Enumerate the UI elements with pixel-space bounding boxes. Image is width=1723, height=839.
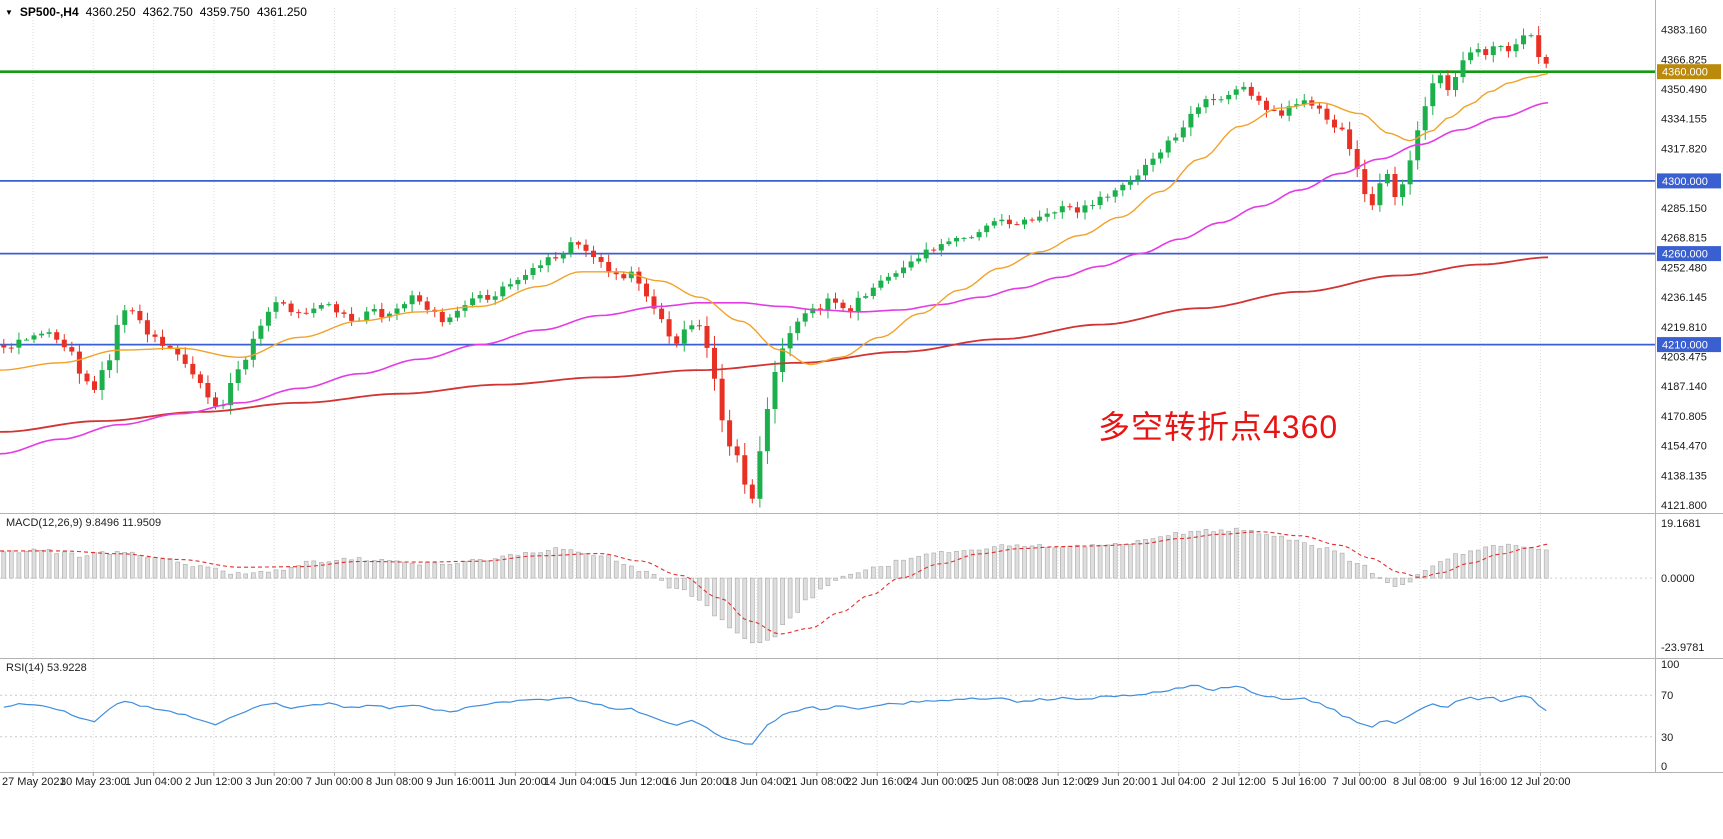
quote-open: 4360.250	[85, 5, 136, 19]
svg-text:4236.145: 4236.145	[1661, 292, 1707, 304]
chart-header: ▼ SP500-,H4 4360.250 4362.750 4359.750 4…	[5, 5, 307, 19]
quote-close: 4361.250	[256, 5, 307, 19]
svg-text:4317.820: 4317.820	[1661, 143, 1707, 155]
svg-text:3 Jun 20:00: 3 Jun 20:00	[245, 776, 303, 788]
rsi-line	[3, 684, 1547, 745]
price-tag: 4260.000	[1657, 246, 1721, 262]
svg-text:4210.000: 4210.000	[1662, 340, 1708, 352]
quote-high: 4362.750	[142, 5, 193, 19]
svg-text:4187.140: 4187.140	[1661, 381, 1707, 393]
svg-text:16 Jun 20:00: 16 Jun 20:00	[664, 776, 728, 788]
svg-text:9 Jul 16:00: 9 Jul 16:00	[1453, 776, 1507, 788]
svg-text:4334.155: 4334.155	[1661, 114, 1707, 126]
svg-text:4260.000: 4260.000	[1662, 249, 1708, 261]
svg-text:8 Jun 08:00: 8 Jun 08:00	[366, 776, 424, 788]
svg-text:4366.825: 4366.825	[1661, 54, 1707, 66]
svg-text:4138.135: 4138.135	[1661, 470, 1707, 482]
svg-text:19.1681: 19.1681	[1661, 518, 1701, 530]
svg-text:25 Jun 08:00: 25 Jun 08:00	[966, 776, 1030, 788]
chart-annotation: 多空转折点4360	[1098, 409, 1339, 445]
ma-slow-line	[0, 256, 1549, 433]
svg-text:5 Jul 16:00: 5 Jul 16:00	[1272, 776, 1326, 788]
svg-text:14 Jun 04:00: 14 Jun 04:00	[544, 776, 608, 788]
svg-text:1 Jun 04:00: 1 Jun 04:00	[125, 776, 183, 788]
macd-histogram	[1, 527, 1549, 644]
svg-text:70: 70	[1661, 690, 1673, 702]
grid-lines	[32, 8, 1541, 771]
svg-text:0: 0	[1661, 761, 1667, 773]
svg-text:4252.480: 4252.480	[1661, 262, 1707, 274]
symbol-dropdown-icon[interactable]: ▼	[5, 7, 13, 17]
ma-mid-line	[0, 101, 1549, 455]
svg-text:2 Jul 12:00: 2 Jul 12:00	[1212, 776, 1266, 788]
quote-low: 4359.750	[199, 5, 250, 19]
svg-text:22 Jun 16:00: 22 Jun 16:00	[845, 776, 909, 788]
svg-text:28 Jun 12:00: 28 Jun 12:00	[1026, 776, 1090, 788]
svg-text:7 Jun 00:00: 7 Jun 00:00	[306, 776, 364, 788]
svg-text:21 Jun 08:00: 21 Jun 08:00	[785, 776, 849, 788]
svg-text:29 Jun 20:00: 29 Jun 20:00	[1087, 776, 1151, 788]
svg-text:27 May 2021: 27 May 2021	[2, 776, 66, 788]
svg-text:24 Jun 00:00: 24 Jun 00:00	[906, 776, 970, 788]
svg-text:4121.800: 4121.800	[1661, 500, 1707, 512]
candlestick-series	[1, 26, 1549, 508]
svg-text:7 Jul 00:00: 7 Jul 00:00	[1333, 776, 1387, 788]
symbol-title: SP500-,H4	[19, 5, 79, 19]
svg-text:4268.815: 4268.815	[1661, 233, 1707, 245]
svg-text:15 Jun 12:00: 15 Jun 12:00	[604, 776, 668, 788]
svg-text:4285.150: 4285.150	[1661, 203, 1707, 215]
svg-text:4170.805: 4170.805	[1661, 411, 1707, 423]
svg-text:18 Jun 04:00: 18 Jun 04:00	[725, 776, 789, 788]
svg-text:100: 100	[1661, 659, 1679, 671]
svg-text:4203.475: 4203.475	[1661, 352, 1707, 364]
svg-text:4154.470: 4154.470	[1661, 441, 1707, 453]
price-axis[interactable]: 4383.160 4366.825 4350.490 4334.155 4317.820…	[1657, 25, 1721, 774]
svg-text:4219.810: 4219.810	[1661, 322, 1707, 334]
svg-text:4383.160: 4383.160	[1661, 25, 1707, 37]
ma-fast-line	[0, 72, 1549, 371]
price-tag: 4300.000	[1657, 173, 1721, 189]
svg-text:4350.490: 4350.490	[1661, 84, 1707, 96]
svg-text:4360.000: 4360.000	[1662, 67, 1708, 79]
svg-text:-23.9781: -23.9781	[1661, 642, 1704, 654]
price-tag: 4210.000	[1657, 337, 1721, 353]
svg-text:8 Jul 08:00: 8 Jul 08:00	[1393, 776, 1447, 788]
svg-text:30 May 23:00: 30 May 23:00	[60, 776, 127, 788]
svg-text:9 Jun 16:00: 9 Jun 16:00	[426, 776, 484, 788]
rsi-indicator-label: RSI(14) 53.9228	[6, 662, 87, 674]
svg-text:30: 30	[1661, 732, 1673, 744]
svg-text:4300.000: 4300.000	[1662, 176, 1708, 188]
svg-text:0.0000: 0.0000	[1661, 573, 1695, 585]
macd-signal-line	[0, 531, 1549, 635]
macd-indicator-label: MACD(12,26,9) 9.8496 11.9509	[6, 517, 162, 529]
svg-text:12 Jul 20:00: 12 Jul 20:00	[1511, 776, 1571, 788]
svg-text:11 Jun 20:00: 11 Jun 20:00	[484, 776, 547, 788]
price-tag: 4360.000	[1657, 64, 1721, 80]
svg-text:1 Jul 04:00: 1 Jul 04:00	[1152, 776, 1206, 788]
svg-text:2 Jun 12:00: 2 Jun 12:00	[185, 776, 243, 788]
